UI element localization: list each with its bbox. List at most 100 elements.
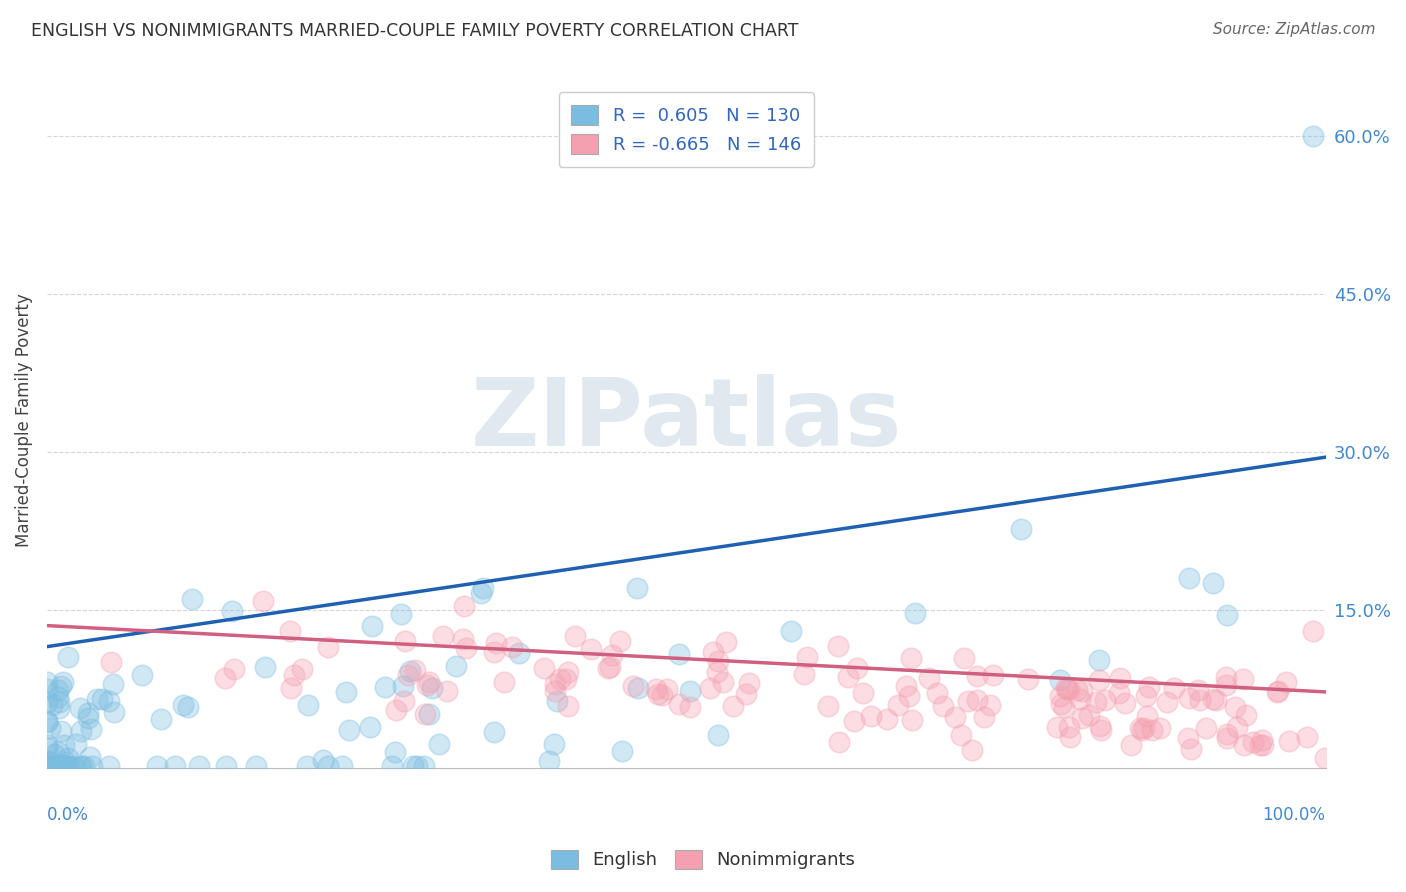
Point	[416, 678, 439, 692]
Point	[679, 699, 702, 714]
Point	[555, 673, 578, 687]
Point	[51, 758, 73, 772]
Point	[1053, 699, 1076, 714]
Point	[38, 758, 60, 772]
Point	[699, 681, 721, 695]
Point	[734, 687, 756, 701]
Point	[1094, 692, 1116, 706]
Point	[904, 606, 927, 620]
Point	[69, 758, 91, 772]
Point	[48, 701, 70, 715]
Point	[278, 624, 301, 638]
Point	[55, 758, 77, 772]
Point	[444, 658, 467, 673]
Point	[221, 604, 243, 618]
Point	[37, 674, 59, 689]
Point	[546, 694, 568, 708]
Point	[52, 758, 75, 772]
Point	[979, 698, 1001, 713]
Point	[1250, 733, 1272, 747]
Point	[76, 711, 98, 725]
Point	[38, 758, 60, 772]
Point	[48, 695, 70, 709]
Point	[846, 661, 869, 675]
Point	[1226, 720, 1249, 734]
Point	[827, 640, 849, 654]
Point	[894, 679, 917, 693]
Point	[900, 651, 922, 665]
Point	[501, 640, 523, 655]
Point	[312, 753, 335, 767]
Point	[38, 721, 60, 735]
Point	[1078, 708, 1101, 723]
Point	[925, 686, 948, 700]
Point	[679, 684, 702, 698]
Point	[453, 599, 475, 613]
Point	[1017, 672, 1039, 686]
Point	[1267, 684, 1289, 698]
Point	[35, 741, 58, 756]
Point	[254, 660, 277, 674]
Point	[402, 758, 425, 772]
Point	[38, 758, 60, 772]
Point	[1313, 750, 1336, 764]
Point	[359, 720, 381, 734]
Point	[215, 758, 238, 772]
Point	[851, 685, 873, 699]
Point	[1108, 671, 1130, 685]
Point	[657, 682, 679, 697]
Point	[103, 706, 125, 720]
Point	[1202, 575, 1225, 590]
Point	[1114, 696, 1136, 710]
Point	[52, 758, 75, 772]
Point	[706, 665, 728, 680]
Point	[1178, 571, 1201, 585]
Text: ENGLISH VS NONIMMIGRANTS MARRIED-COUPLE FAMILY POVERTY CORRELATION CHART: ENGLISH VS NONIMMIGRANTS MARRIED-COUPLE …	[31, 22, 799, 40]
Point	[165, 758, 187, 772]
Point	[181, 592, 204, 607]
Point	[1156, 695, 1178, 709]
Point	[37, 758, 59, 772]
Point	[1233, 738, 1256, 752]
Point	[399, 664, 422, 678]
Point	[738, 676, 761, 690]
Point	[46, 690, 69, 704]
Point	[1090, 723, 1112, 738]
Point	[295, 758, 318, 772]
Point	[627, 681, 650, 696]
Point	[49, 679, 72, 693]
Point	[420, 681, 443, 695]
Point	[41, 698, 63, 713]
Point	[37, 758, 59, 772]
Point	[37, 758, 59, 772]
Point	[297, 698, 319, 712]
Point	[58, 751, 80, 765]
Point	[828, 735, 851, 749]
Point	[46, 746, 69, 760]
Point	[973, 710, 995, 724]
Point	[1225, 700, 1247, 714]
Point	[1202, 691, 1225, 706]
Point	[1241, 734, 1264, 748]
Point	[90, 692, 112, 706]
Point	[1049, 698, 1071, 712]
Point	[1129, 722, 1152, 736]
Point	[384, 745, 406, 759]
Point	[35, 758, 58, 772]
Point	[1057, 720, 1080, 734]
Point	[1278, 734, 1301, 748]
Point	[1108, 685, 1130, 699]
Point	[1205, 692, 1227, 706]
Point	[1249, 738, 1271, 752]
Point	[1140, 723, 1163, 737]
Point	[952, 650, 974, 665]
Point	[543, 677, 565, 691]
Point	[1137, 680, 1160, 694]
Point	[150, 712, 173, 726]
Point	[957, 694, 980, 708]
Point	[859, 708, 882, 723]
Point	[651, 689, 673, 703]
Point	[374, 680, 396, 694]
Point	[70, 724, 93, 739]
Point	[1066, 682, 1088, 697]
